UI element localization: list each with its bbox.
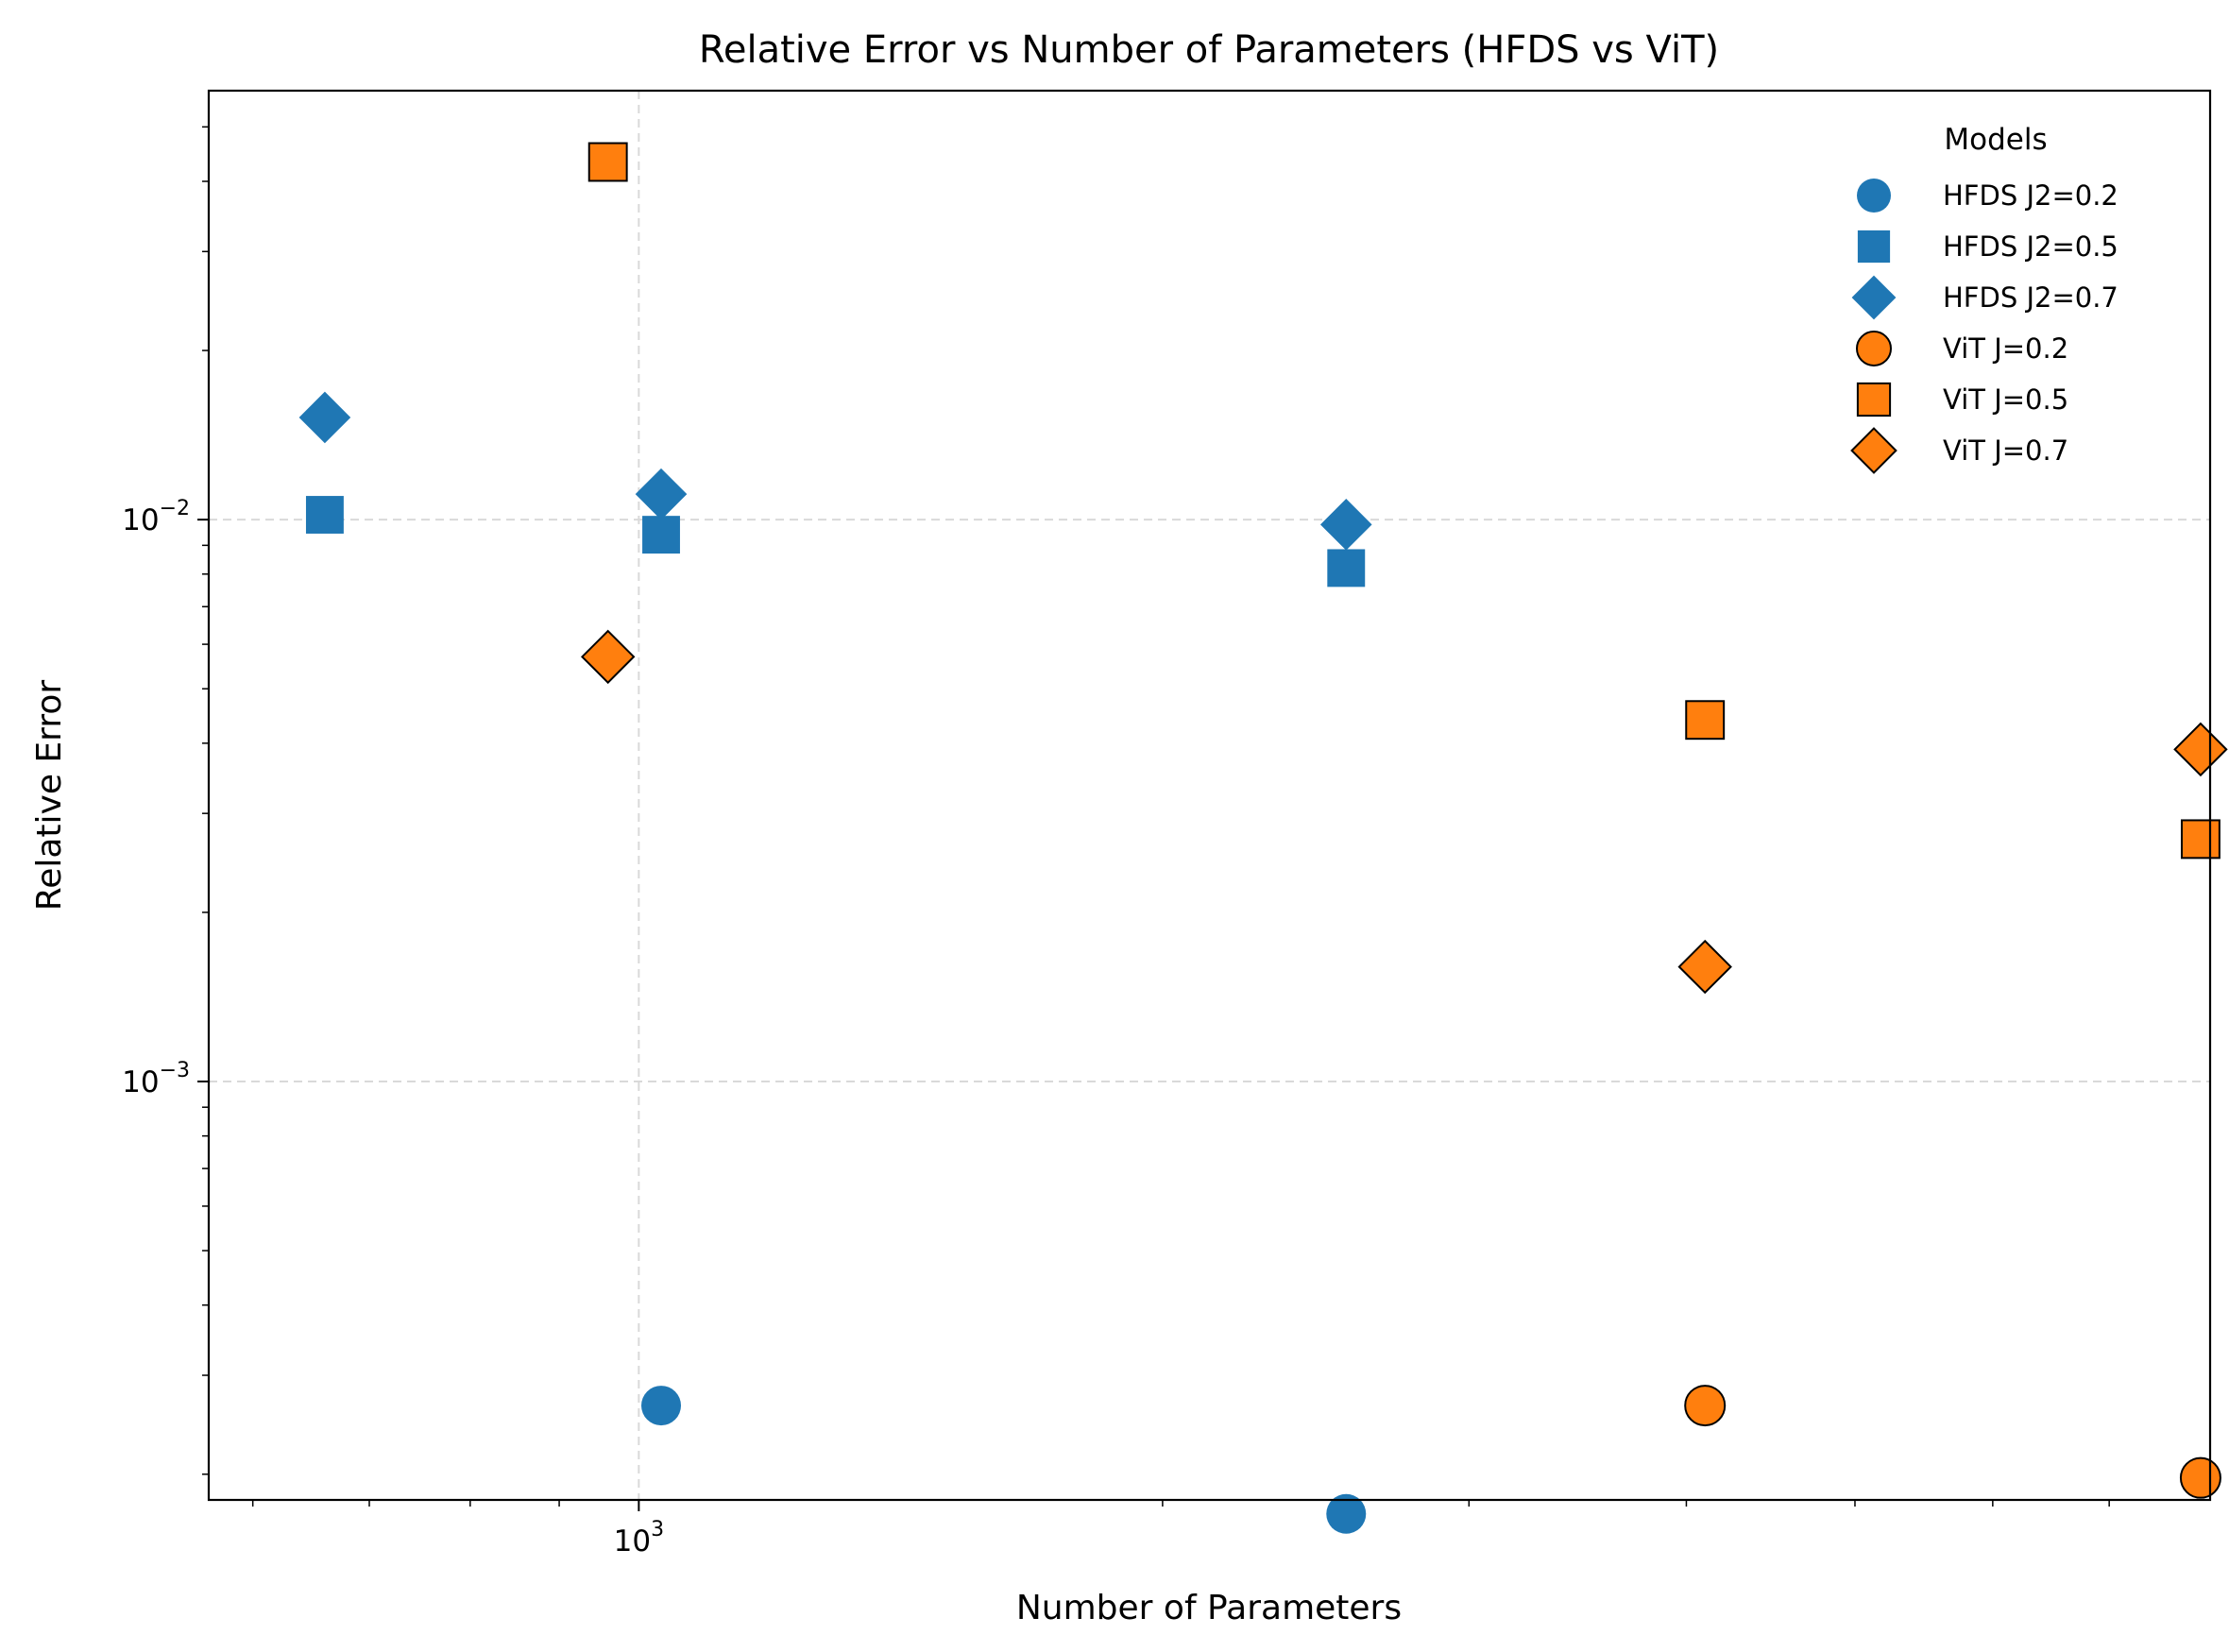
data-point-square-marker (305, 496, 344, 534)
grid-lines (209, 91, 2210, 1500)
major-ticks (197, 519, 640, 1511)
chart-title: Relative Error vs Number of Parameters (… (699, 28, 1719, 72)
tick-labels: 103 10−3 10−2 (122, 497, 664, 1558)
legend-title: Models (1944, 123, 2047, 157)
data-point-square-marker (1327, 549, 1366, 588)
data-point-circle-marker (2179, 1456, 2221, 1499)
legend-entry-label: ViT J=0.7 (1943, 434, 2068, 467)
data-point-diamond-marker (580, 629, 636, 685)
legend: Models HFDS J2=0.2 HFDS J2=0.5 HFDS J2=0.7… (1850, 123, 2118, 474)
data-point-circle-marker (1326, 1493, 1367, 1534)
legend-square-icon (1857, 230, 1891, 264)
data-point-square-marker (1685, 700, 1726, 741)
legend-entry-label: HFDS J2=0.2 (1943, 179, 2118, 212)
data-point-circle-marker (641, 1386, 682, 1426)
x-axis-label: Number of Parameters (1016, 1589, 1402, 1627)
minor-ticks (202, 126, 2110, 1507)
legend-square-icon (1856, 382, 1892, 417)
legend-entry-label: ViT J=0.2 (1943, 332, 2068, 365)
legend-circle-icon (1856, 331, 1892, 366)
data-point-diamond-marker (298, 391, 351, 444)
legend-circle-icon (1857, 179, 1891, 213)
legend-entries: HFDS J2=0.2 HFDS J2=0.5 HFDS J2=0.7 ViT J=0… (1850, 179, 2118, 474)
y-tick-label: 10−2 (122, 497, 190, 537)
y-tick-label: 10−3 (122, 1059, 190, 1099)
data-point-diamond-marker (2173, 722, 2228, 777)
legend-entry-label: HFDS J2=0.7 (1943, 281, 2118, 314)
y-axis-label: Relative Error (30, 680, 69, 911)
legend-entry-label: ViT J=0.5 (1943, 383, 2068, 416)
data-point-square-marker (587, 142, 628, 182)
x-tick-label: 103 (614, 1518, 664, 1558)
data-point-circle-marker (1684, 1385, 1727, 1427)
data-point-diamond-marker (1319, 499, 1372, 551)
data-point-square-marker (642, 516, 680, 554)
data-markers (298, 142, 2228, 1534)
data-point-diamond-marker (635, 468, 688, 520)
data-point-diamond-marker (1677, 939, 1732, 995)
plot-frame (207, 89, 2212, 1502)
legend-entry-label: HFDS J2=0.5 (1943, 230, 2118, 263)
legend-diamond-icon (1850, 427, 1897, 474)
legend-diamond-icon (1851, 275, 1897, 320)
data-point-square-marker (2180, 819, 2220, 860)
